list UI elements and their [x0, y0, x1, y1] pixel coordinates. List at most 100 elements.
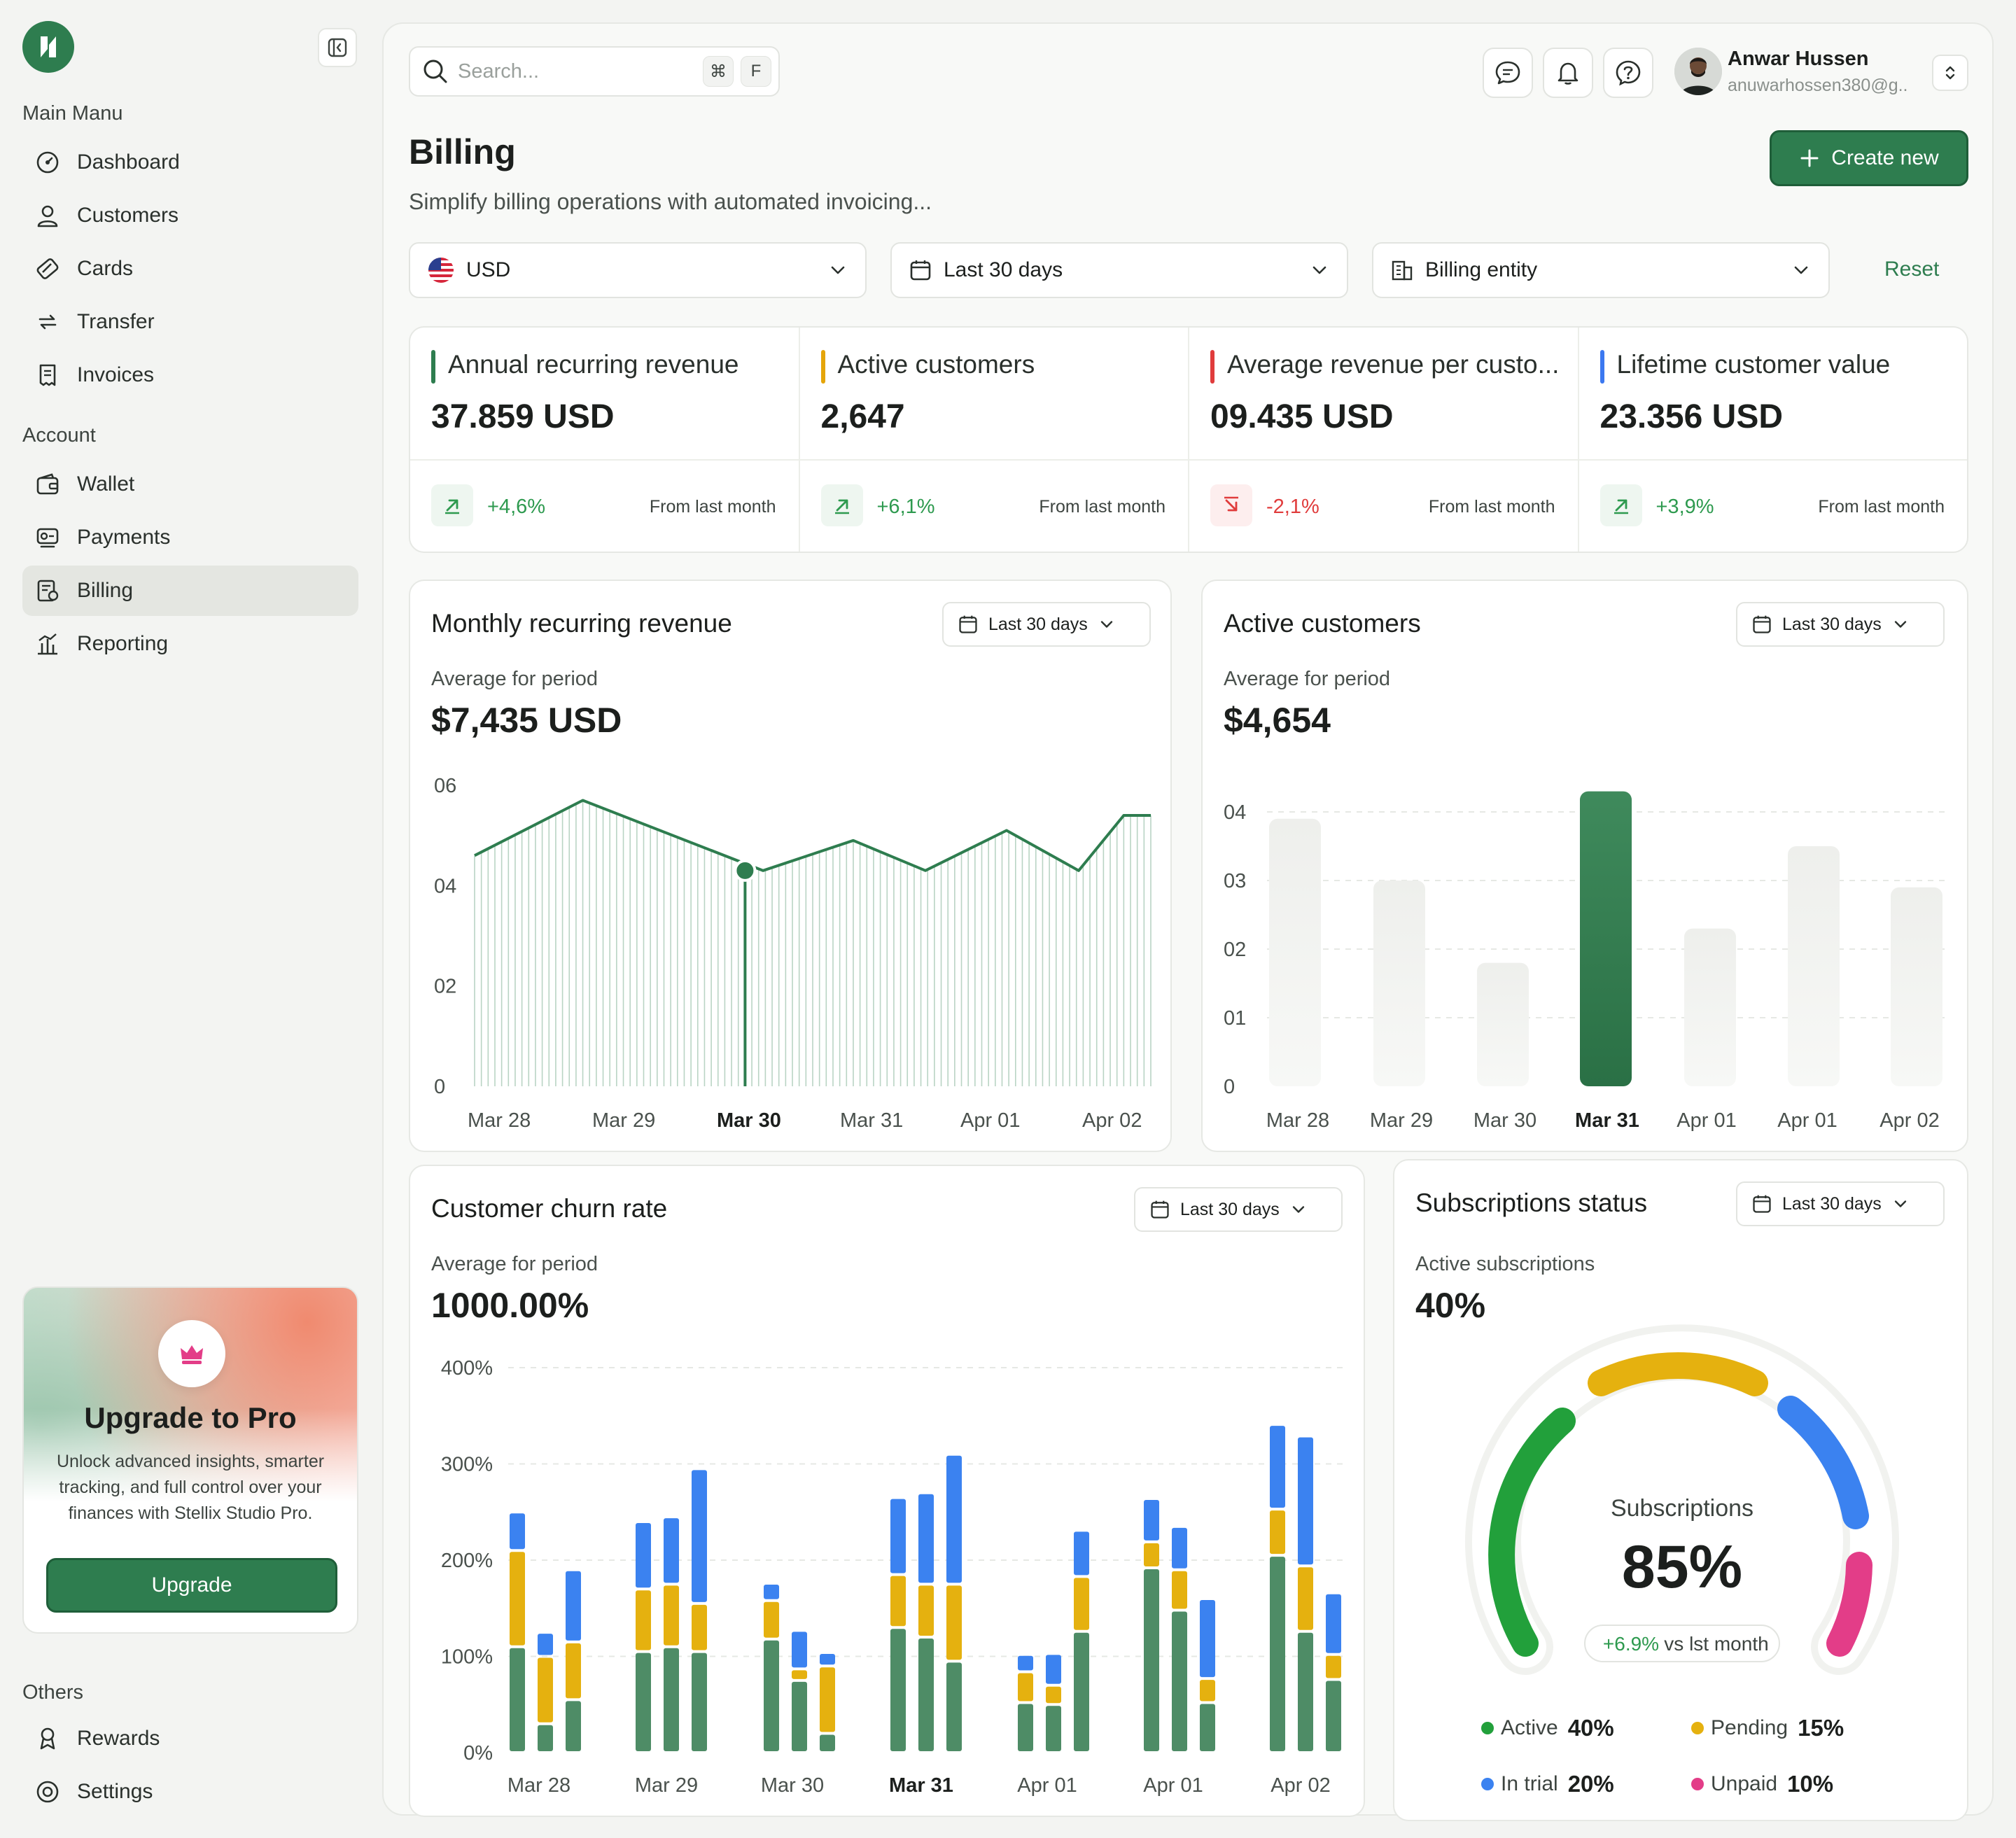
- reset-filters-link[interactable]: Reset: [1884, 258, 1940, 281]
- bar-segment[interactable]: [566, 1701, 581, 1751]
- account-switcher-button[interactable]: [1932, 55, 1968, 91]
- user-avatar[interactable]: [1674, 48, 1722, 95]
- bar-segment[interactable]: [1298, 1567, 1313, 1630]
- bar-segment[interactable]: [764, 1601, 779, 1638]
- sidebar-item-settings[interactable]: Settings: [22, 1767, 358, 1817]
- bar-segment[interactable]: [1326, 1594, 1341, 1653]
- bar-segment[interactable]: [792, 1681, 807, 1751]
- bar-segment[interactable]: [538, 1657, 553, 1723]
- bar-segment[interactable]: [1326, 1655, 1341, 1678]
- messages-button[interactable]: [1483, 48, 1533, 98]
- bar-segment[interactable]: [890, 1576, 906, 1627]
- bar-segment[interactable]: [820, 1654, 835, 1665]
- bar-segment[interactable]: [1046, 1655, 1061, 1684]
- currency-select[interactable]: USD: [409, 242, 867, 298]
- bar-segment[interactable]: [1200, 1680, 1215, 1702]
- highlight-point[interactable]: [734, 859, 757, 882]
- bar-segment[interactable]: [664, 1518, 679, 1583]
- bar-segment[interactable]: [1144, 1500, 1159, 1541]
- help-button[interactable]: [1603, 48, 1653, 98]
- bar-segment[interactable]: [1018, 1704, 1033, 1752]
- churn-period-dropdown[interactable]: Last 30 days: [1134, 1187, 1343, 1232]
- upgrade-button[interactable]: Upgrade: [46, 1558, 337, 1613]
- bar-segment[interactable]: [918, 1639, 934, 1751]
- bar-segment[interactable]: [890, 1499, 906, 1573]
- bar-segment[interactable]: [1074, 1578, 1089, 1630]
- sidebar-item-wallet[interactable]: Wallet: [22, 459, 358, 510]
- create-new-button[interactable]: Create new: [1770, 130, 1968, 186]
- active-customers-period-dropdown[interactable]: Last 30 days: [1736, 602, 1945, 647]
- sidebar-collapse-button[interactable]: [318, 28, 357, 67]
- bar[interactable]: [1788, 846, 1840, 1086]
- bar-segment[interactable]: [510, 1552, 525, 1646]
- bar-segment[interactable]: [664, 1585, 679, 1646]
- bar-segment[interactable]: [510, 1648, 525, 1751]
- bar-segment[interactable]: [764, 1585, 779, 1599]
- bar-segment[interactable]: [1326, 1681, 1341, 1752]
- bar-segment[interactable]: [1200, 1704, 1215, 1752]
- bar[interactable]: [1269, 818, 1321, 1086]
- bar-segment[interactable]: [1270, 1510, 1285, 1555]
- bar-segment[interactable]: [1298, 1632, 1313, 1751]
- bar-segment[interactable]: [918, 1585, 934, 1636]
- bar[interactable]: [1373, 881, 1425, 1086]
- bar[interactable]: [1891, 887, 1942, 1086]
- bar[interactable]: [1580, 791, 1632, 1086]
- bar-segment[interactable]: [792, 1632, 807, 1668]
- bar-segment[interactable]: [1298, 1437, 1313, 1565]
- bar-segment[interactable]: [566, 1643, 581, 1699]
- bar-segment[interactable]: [1144, 1569, 1159, 1751]
- bar-segment[interactable]: [1172, 1611, 1187, 1752]
- bar-segment[interactable]: [918, 1494, 934, 1583]
- bar-segment[interactable]: [1200, 1600, 1215, 1678]
- bar-segment[interactable]: [820, 1667, 835, 1732]
- bar-segment[interactable]: [1074, 1531, 1089, 1576]
- sidebar-item-customers[interactable]: Customers: [22, 190, 358, 241]
- app-logo[interactable]: [22, 21, 74, 73]
- sidebar-item-payments[interactable]: Payments: [22, 512, 358, 563]
- bar-segment[interactable]: [1144, 1543, 1159, 1566]
- bar-segment[interactable]: [636, 1653, 651, 1751]
- bar-segment[interactable]: [946, 1455, 962, 1583]
- bar-segment[interactable]: [890, 1629, 906, 1751]
- period-select[interactable]: Last 30 days: [890, 242, 1348, 298]
- bar-segment[interactable]: [1172, 1571, 1187, 1609]
- bar-segment[interactable]: [538, 1725, 553, 1751]
- bar[interactable]: [1684, 928, 1736, 1086]
- mrr-period-dropdown[interactable]: Last 30 days: [942, 602, 1151, 647]
- bar-segment[interactable]: [1046, 1706, 1061, 1751]
- bar-segment[interactable]: [636, 1523, 651, 1588]
- bar-segment[interactable]: [664, 1648, 679, 1751]
- sidebar-item-billing[interactable]: Billing: [22, 566, 358, 616]
- bar-segment[interactable]: [1270, 1426, 1285, 1508]
- bar-segment[interactable]: [1046, 1686, 1061, 1704]
- bar[interactable]: [1477, 962, 1529, 1086]
- sidebar-item-rewards[interactable]: Rewards: [22, 1713, 358, 1764]
- bar-segment[interactable]: [1074, 1632, 1089, 1751]
- notifications-button[interactable]: [1543, 48, 1593, 98]
- bar-segment[interactable]: [820, 1734, 835, 1752]
- bar-segment[interactable]: [946, 1585, 962, 1660]
- bar-segment[interactable]: [764, 1640, 779, 1751]
- sidebar-item-reporting[interactable]: Reporting: [22, 619, 358, 669]
- sidebar-item-dashboard[interactable]: Dashboard: [22, 137, 358, 188]
- billing-entity-select[interactable]: Billing entity: [1372, 242, 1830, 298]
- bar-segment[interactable]: [538, 1634, 553, 1655]
- bar-segment[interactable]: [1018, 1655, 1033, 1671]
- bar-segment[interactable]: [566, 1571, 581, 1641]
- bar-segment[interactable]: [1018, 1673, 1033, 1702]
- sidebar-item-cards[interactable]: Cards: [22, 244, 358, 294]
- bar-segment[interactable]: [692, 1604, 707, 1650]
- subscriptions-period-dropdown[interactable]: Last 30 days: [1736, 1181, 1945, 1226]
- sidebar-item-invoices[interactable]: Invoices: [22, 350, 358, 400]
- bar-segment[interactable]: [1172, 1527, 1187, 1569]
- bar-segment[interactable]: [692, 1653, 707, 1751]
- bar-segment[interactable]: [692, 1470, 707, 1602]
- bar-segment[interactable]: [510, 1513, 525, 1550]
- bar-segment[interactable]: [792, 1670, 807, 1679]
- sidebar-item-transfer[interactable]: Transfer: [22, 297, 358, 347]
- search-input[interactable]: Search... ⌘ F: [409, 46, 780, 97]
- bar-segment[interactable]: [1270, 1557, 1285, 1751]
- bar-segment[interactable]: [636, 1590, 651, 1650]
- bar-segment[interactable]: [946, 1662, 962, 1751]
